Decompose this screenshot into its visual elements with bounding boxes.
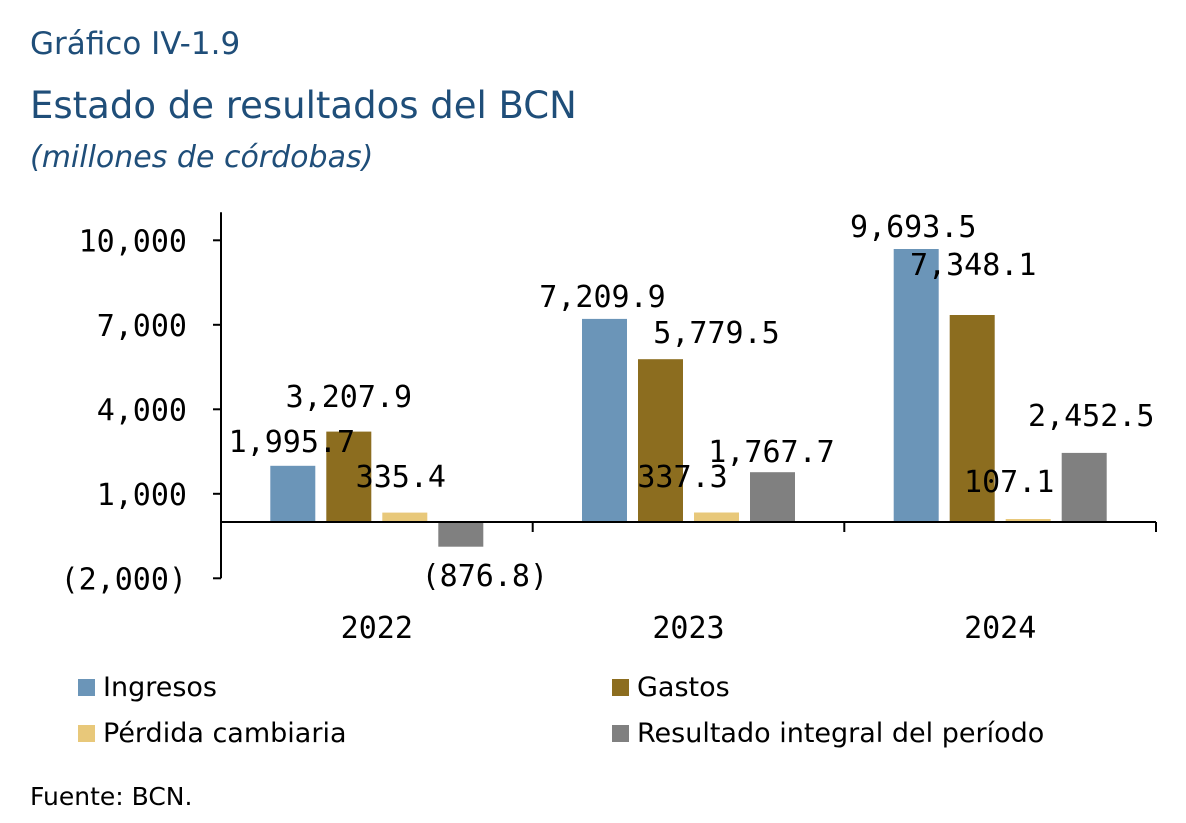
y-tick-label: 4,000: [97, 393, 187, 428]
chart-title: Estado de resultados del BCN: [30, 84, 577, 127]
legend-label-perdida-cambiaria: Pérdida cambiaria: [103, 718, 347, 749]
bar-ingresos-2023: [582, 318, 627, 522]
legend-swatch-resultado-integral: [612, 725, 629, 742]
legend-item-resultado-integral: Resultado integral del período: [612, 718, 1044, 749]
bar-gastos-2024: [949, 315, 995, 522]
data-label-gastos-2022: 3,207.9: [286, 380, 412, 415]
legend-label-ingresos: Ingresos: [103, 672, 217, 703]
bar-resultado-integral-del-periodo-2022: [438, 522, 484, 547]
data-label-perdida-cambiaria-2023: 337.3: [637, 460, 727, 495]
data-label-ingresos-2024: 9,693.5: [850, 210, 976, 245]
legend-item-ingresos: Ingresos: [78, 672, 217, 703]
data-label-ingresos-2022: 1,995.7: [229, 425, 355, 460]
y-tick-label: 1,000: [97, 478, 187, 513]
y-tick-label: (2,000): [61, 562, 187, 597]
bar-perdida-cambiaria-2022: [382, 512, 428, 522]
data-label-ingresos-2023: 7,209.9: [539, 280, 665, 315]
bars-layer: [270, 249, 1107, 547]
chart-kicker: Gráfico IV-1.9: [30, 26, 241, 62]
bar-ingresos-2024: [893, 249, 939, 522]
data-label-gastos-2023: 5,779.5: [653, 316, 779, 351]
data-label-resultado-integral-del-periodo-2024: 2,452.5: [1028, 399, 1154, 434]
data-label-resultado-integral-del-periodo-2022: (876.8): [422, 559, 548, 594]
legend-label-gastos: Gastos: [637, 672, 730, 703]
bar-resultado-integral-del-periodo-2024: [1061, 452, 1107, 522]
legend-swatch-gastos: [612, 679, 629, 696]
bar-ingresos-2022: [270, 465, 316, 522]
legend-swatch-ingresos: [78, 679, 95, 696]
legend-swatch-perdida-cambiaria: [78, 725, 95, 742]
bar-resultado-integral-del-periodo-2023: [750, 472, 795, 522]
x-category-label-2022: 2022: [341, 611, 413, 646]
legend-item-gastos: Gastos: [612, 672, 730, 703]
legend-item-perdida-cambiaria: Pérdida cambiaria: [78, 718, 347, 749]
bar-gastos-2023: [638, 359, 683, 522]
y-tick-label: 7,000: [97, 309, 187, 344]
data-label-perdida-cambiaria-2024: 107.1: [964, 465, 1054, 500]
source-note: Fuente: BCN.: [30, 782, 193, 811]
labels-layer: 1,995.7 7,209.9 9,693.5 3,207.9 5,779.5 7,348…: [229, 210, 1155, 594]
bar-perdida-cambiaria-2023: [694, 512, 739, 522]
y-tick-label: 10,000: [79, 224, 187, 259]
data-label-resultado-integral-del-periodo-2023: 1,767.7: [708, 435, 834, 470]
x-category-label-2024: 2024: [964, 611, 1036, 646]
data-label-gastos-2024: 7,348.1: [910, 248, 1036, 283]
axes-layer: (2,000) 1,000 4,000 7,000 10,000 2022 2023 2024: [61, 212, 1157, 646]
bar-gastos-2022: [326, 431, 372, 522]
chart-subtitle: (millones de córdobas): [30, 140, 374, 175]
bar-perdida-cambiaria-2024: [1005, 519, 1051, 522]
data-label-perdida-cambiaria-2022: 335.4: [356, 460, 446, 495]
x-category-label-2023: 2023: [652, 611, 724, 646]
legend-label-resultado-integral: Resultado integral del período: [637, 718, 1045, 749]
